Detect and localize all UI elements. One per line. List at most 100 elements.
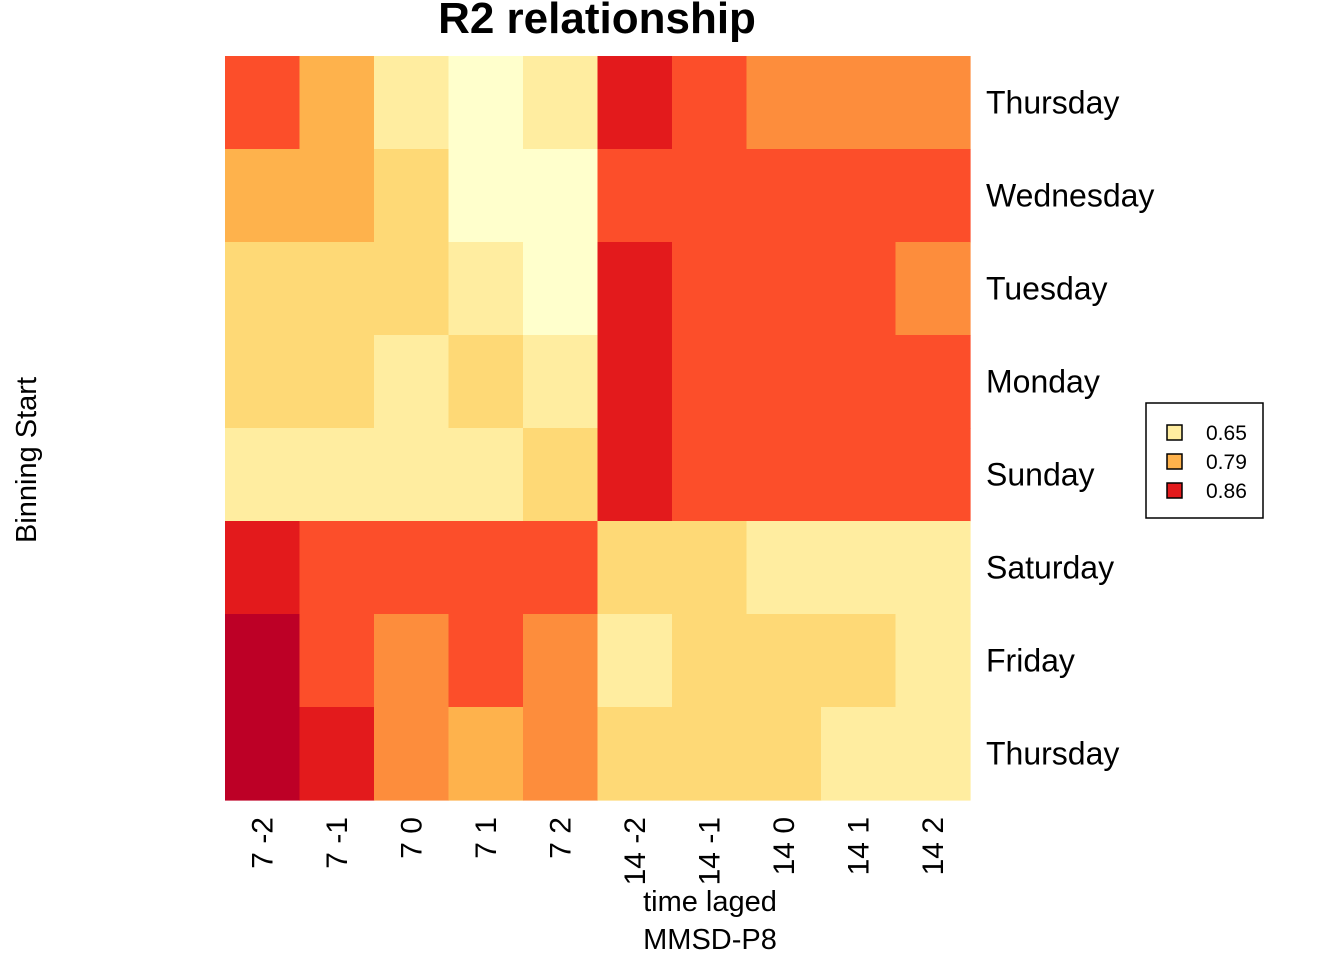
legend-label: 0.86: [1206, 480, 1247, 503]
row-labels: Thursday Wednesday Tuesday Monday Sunday Satu…: [986, 85, 1154, 772]
heatmap-cell: [374, 335, 450, 429]
heatmap-cell: [523, 335, 599, 429]
heatmap-cell: [225, 335, 301, 429]
heatmap-cell: [597, 521, 673, 615]
legend-label: 0.79: [1206, 451, 1247, 474]
row-label: Friday: [986, 643, 1075, 679]
heatmap-cell: [895, 428, 971, 522]
row-label: Wednesday: [986, 178, 1154, 214]
column-label: 7 -2: [246, 817, 279, 869]
heatmap-cell: [821, 149, 897, 243]
heatmap-cell: [374, 428, 450, 522]
column-label: 7 2: [544, 817, 577, 859]
heatmap-cell: [448, 614, 524, 708]
heatmap-cell: [821, 428, 897, 522]
heatmap-cell: [225, 242, 301, 336]
heatmap-cell: [597, 149, 673, 243]
legend: 0.65 0.79 0.86: [1145, 402, 1264, 519]
heatmap-cell: [895, 335, 971, 429]
x-axis-sublabel: MMSD-P8: [643, 924, 777, 956]
heatmap-cell: [746, 521, 822, 615]
heatmap-cell: [821, 335, 897, 429]
heatmap-cell: [448, 521, 524, 615]
row-label: Thursday: [986, 85, 1119, 121]
heatmap-cell: [895, 56, 971, 150]
heatmap-cells: [225, 56, 971, 801]
heatmap-cell: [672, 428, 748, 522]
heatmap-cell: [523, 521, 599, 615]
heatmap-cell: [821, 521, 897, 615]
heatmap-cell: [374, 614, 450, 708]
heatmap-cell: [672, 149, 748, 243]
heatmap-cell: [672, 614, 748, 708]
heatmap-cell: [523, 242, 599, 336]
heatmap-cell: [597, 428, 673, 522]
heatmap-cell: [523, 56, 599, 150]
heatmap-cell: [374, 707, 450, 801]
heatmap-cell: [299, 149, 375, 243]
heatmap-cell: [672, 707, 748, 801]
heatmap-cell: [448, 428, 524, 522]
heatmap-cell: [225, 521, 301, 615]
heatmap-cell: [597, 242, 673, 336]
heatmap-cell: [672, 335, 748, 429]
column-label: 14 2: [917, 817, 950, 875]
heatmap-cell: [374, 521, 450, 615]
heatmap-cell: [746, 242, 822, 336]
heatmap-cell: [523, 428, 599, 522]
heatmap-cell: [821, 56, 897, 150]
heatmap-cell: [374, 56, 450, 150]
y-axis-label: Binning Start: [11, 377, 43, 543]
heatmap-cell: [374, 242, 450, 336]
heatmap-cell: [597, 614, 673, 708]
heatmap-cell: [746, 428, 822, 522]
heatmap-cell: [448, 707, 524, 801]
heatmap-cell: [523, 707, 599, 801]
heatmap-cell: [448, 149, 524, 243]
column-label: 7 0: [395, 817, 428, 859]
row-label: Tuesday: [986, 271, 1108, 307]
heatmap-cell: [299, 242, 375, 336]
heatmap-cell: [821, 614, 897, 708]
heatmap-cell: [448, 56, 524, 150]
heatmap-cell: [895, 707, 971, 801]
heatmap-cell: [746, 614, 822, 708]
heatmap-cell: [299, 521, 375, 615]
column-label: 14 -2: [619, 817, 652, 885]
legend-label: 0.65: [1206, 422, 1247, 445]
heatmap-cell: [895, 521, 971, 615]
heatmap-cell: [746, 56, 822, 150]
legend-swatch: [1166, 424, 1183, 441]
heatmap-cell: [225, 149, 301, 243]
heatmap-cell: [299, 335, 375, 429]
column-label: 7 1: [470, 817, 503, 859]
heatmap-cell: [672, 56, 748, 150]
heatmap-cell: [225, 428, 301, 522]
heatmap-cell: [821, 242, 897, 336]
heatmap-cell: [895, 242, 971, 336]
heatmap-cell: [374, 149, 450, 243]
chart-title: R2 relationship: [438, 0, 756, 43]
column-label: 14 0: [768, 817, 801, 875]
row-label: Saturday: [986, 550, 1114, 586]
heatmap-cell: [299, 428, 375, 522]
heatmap-cell: [746, 335, 822, 429]
column-label: 14 -1: [693, 817, 726, 885]
heatmap-cell: [523, 614, 599, 708]
row-label: Monday: [986, 364, 1100, 400]
heatmap-cell: [895, 149, 971, 243]
heatmap-cell: [821, 707, 897, 801]
x-axis-label: time laged: [643, 886, 777, 918]
heatmap-cell: [597, 335, 673, 429]
heatmap-cell: [523, 149, 599, 243]
legend-swatch: [1166, 482, 1183, 499]
heatmap-cell: [448, 335, 524, 429]
heatmap-cell: [225, 707, 301, 801]
heatmap-cell: [597, 56, 673, 150]
legend-box: [1145, 402, 1264, 519]
row-label: Sunday: [986, 457, 1095, 493]
heatmap-cell: [225, 56, 301, 150]
heatmap-cell: [299, 56, 375, 150]
